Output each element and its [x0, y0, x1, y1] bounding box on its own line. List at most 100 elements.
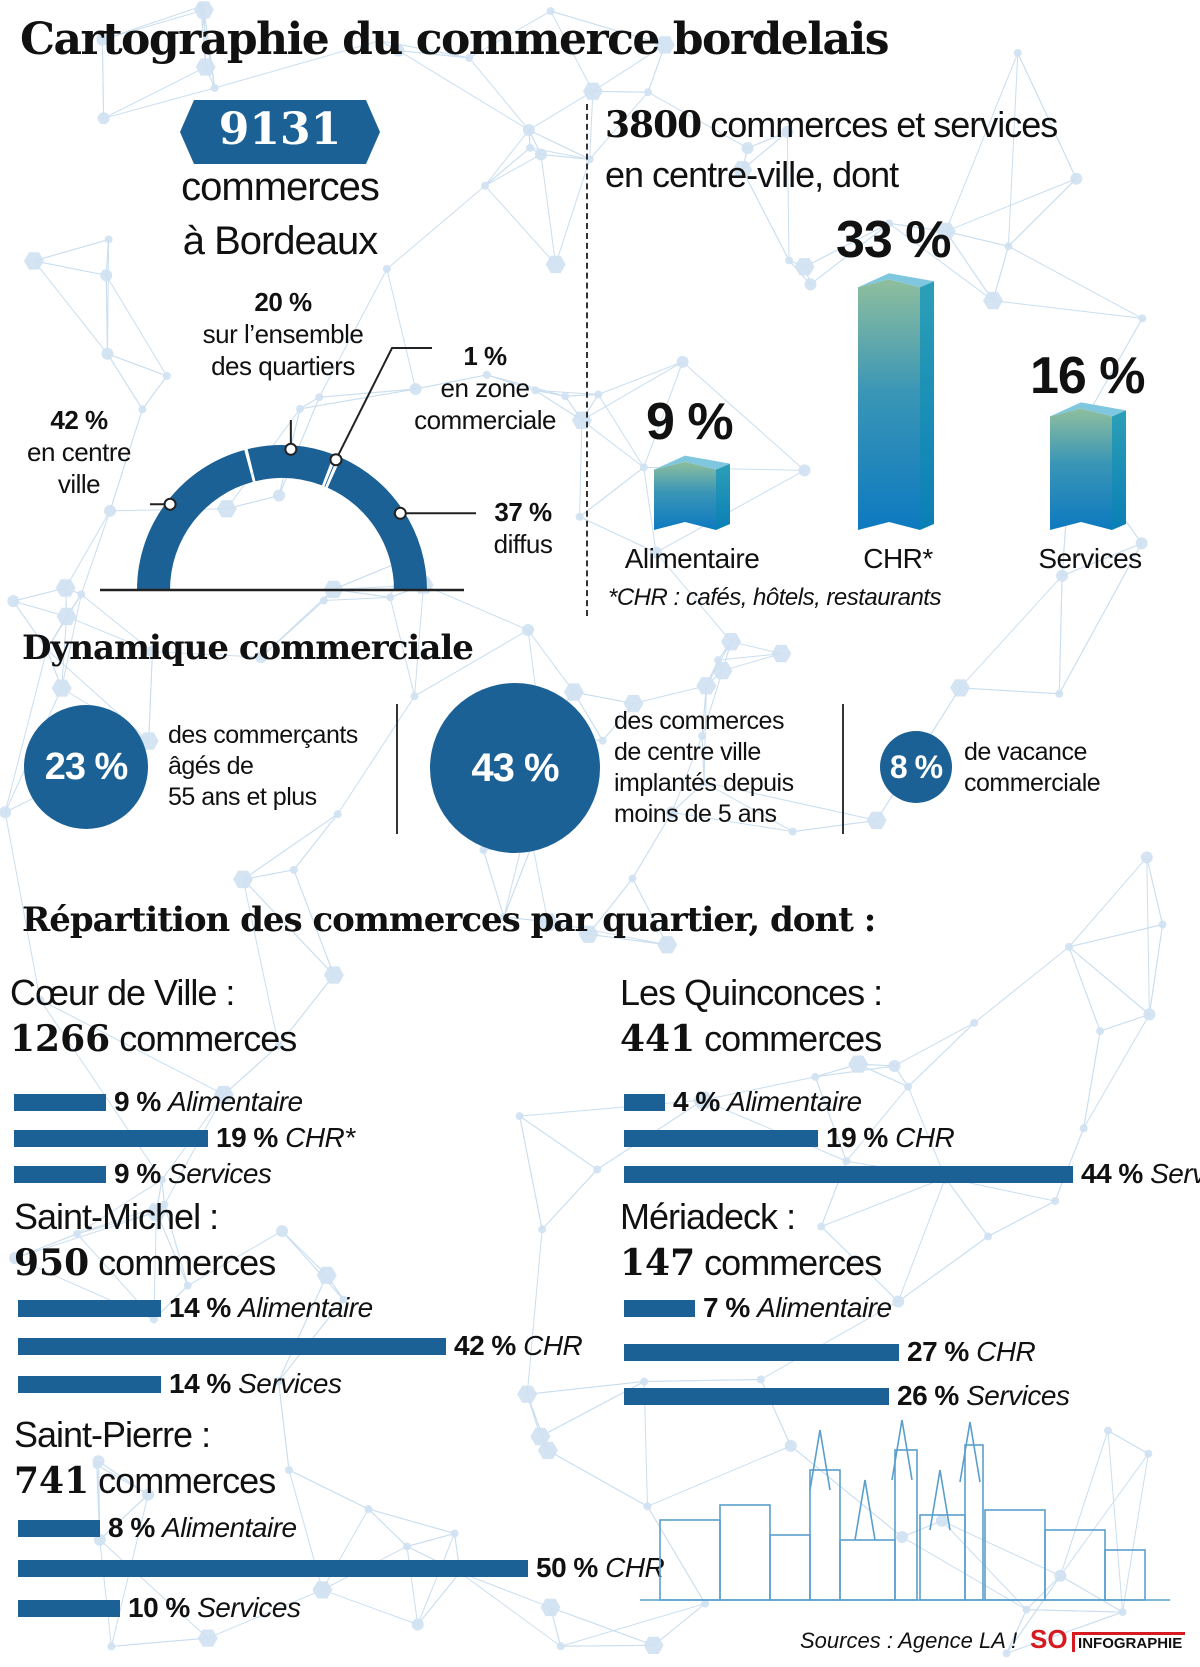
- network-node: [96, 33, 109, 46]
- network-line: [33, 260, 108, 355]
- network-line: [96, 1464, 149, 1496]
- network-node: [665, 806, 678, 819]
- network-line: [293, 813, 339, 871]
- network-line: [293, 869, 335, 976]
- bar-category: Services: [197, 1592, 301, 1623]
- stat-text-line: 55 ans et plus: [168, 783, 317, 811]
- network-line: [260, 600, 325, 658]
- network-line: [760, 1301, 899, 1380]
- donut-pct-diffus: 37 %: [494, 497, 552, 527]
- network-line: [671, 811, 793, 833]
- network-line: [528, 90, 594, 131]
- network-line: [821, 1177, 946, 1228]
- network-line: [655, 552, 732, 643]
- quartier-bar-chr: [624, 1130, 818, 1147]
- network-node: [522, 124, 535, 137]
- network-node: [1143, 1008, 1156, 1021]
- network-node: [210, 83, 219, 92]
- centre-ville-count: 3800: [605, 104, 702, 146]
- network-node: [561, 392, 570, 401]
- total-badge: 9131: [180, 100, 380, 164]
- network-line: [897, 1177, 946, 1302]
- bar-pct: 26 %: [897, 1380, 959, 1411]
- network-line: [581, 419, 645, 468]
- network-node: [896, 1530, 909, 1543]
- donut-label-line: commerciale: [414, 405, 556, 435]
- network-line: [1058, 575, 1063, 694]
- network-line: [99, 1494, 149, 1541]
- donut-leader-dot: [284, 442, 298, 456]
- network-node: [255, 651, 268, 664]
- network-line: [76, 1179, 163, 1235]
- quartier-bar-alimentaire: [18, 1300, 161, 1317]
- quartier-count-suffix: commerces: [119, 1018, 297, 1059]
- bar-category: Alimentaire: [168, 1086, 303, 1117]
- network-line: [214, 40, 380, 89]
- centre-ville-bar-chart: [654, 273, 1126, 530]
- network-line: [747, 131, 788, 149]
- quartier-count: 441: [620, 1018, 696, 1060]
- network-node: [146, 1203, 167, 1221]
- network-node: [1118, 1608, 1127, 1617]
- stat-text-8: de vacance commerciale: [964, 737, 1101, 799]
- stat-text-line: des commerces: [614, 707, 784, 735]
- skyline-building: [1044, 1529, 1106, 1601]
- stat-divider: [396, 704, 398, 834]
- network-line: [560, 1603, 706, 1647]
- network-line: [945, 52, 1019, 232]
- network-line: [786, 131, 790, 261]
- network-node: [51, 679, 72, 697]
- network-line: [281, 1230, 344, 1300]
- bar-category: CHR: [895, 1122, 955, 1153]
- quartier-bar-label: 44 % Services: [1081, 1158, 1200, 1190]
- network-line: [102, 6, 202, 41]
- network-line: [1026, 1575, 1061, 1610]
- network-node: [77, 590, 86, 599]
- bar-value-chr: 33 %: [836, 211, 952, 269]
- network-line: [417, 1533, 456, 1625]
- network-line: [33, 260, 107, 276]
- quartier-bar-label: 10 % Services: [128, 1592, 301, 1624]
- network-node: [482, 370, 491, 379]
- network-node: [700, 778, 709, 787]
- network-node: [885, 219, 894, 228]
- stat-circle-43: 43 %: [430, 683, 600, 853]
- network-node: [517, 1385, 538, 1403]
- network-node: [848, 1055, 869, 1073]
- quartier-bar-label: 19 % CHR: [826, 1122, 955, 1154]
- donut-chart: [100, 347, 476, 592]
- network-line: [299, 388, 416, 410]
- donut-label-quartiers: 20 % sur l’ensemble des quartiers: [178, 286, 388, 382]
- network-node: [296, 404, 305, 413]
- skyline-spire: [929, 1469, 951, 1531]
- network-node: [657, 936, 678, 954]
- network-line: [386, 268, 417, 390]
- network-line: [702, 1076, 816, 1101]
- network-node: [411, 1618, 424, 1631]
- network-line: [857, 1063, 909, 1088]
- network-line: [741, 169, 790, 261]
- network-node: [73, 1229, 82, 1238]
- bar-category: Alimentaire: [162, 1512, 297, 1543]
- network-line: [398, 50, 470, 59]
- centre-ville-heading: 3800 commerces et services en centre-vil…: [605, 100, 1190, 200]
- network-node: [386, 593, 395, 602]
- network-line: [1068, 946, 1150, 1015]
- network-line: [941, 1520, 1027, 1610]
- quartier-bar-label: 7 % Alimentaire: [703, 1292, 892, 1324]
- quartier-bar-label: 9 % Alimentaire: [114, 1086, 303, 1118]
- network-node: [101, 347, 114, 360]
- network-node: [811, 1072, 820, 1081]
- network-node: [546, 7, 555, 16]
- network-node: [892, 1295, 905, 1308]
- donut-segment-0: [137, 449, 253, 590]
- network-line: [484, 147, 531, 187]
- quartier-bar-chr: [14, 1130, 208, 1147]
- network-line: [945, 178, 1077, 232]
- quartier-name: Mériadeck :: [620, 1196, 796, 1237]
- network-line: [459, 1572, 561, 1647]
- network-line: [482, 849, 505, 918]
- network-line: [142, 375, 168, 410]
- quartier-bar-label: 14 % Alimentaire: [169, 1292, 373, 1324]
- network-node: [146, 645, 159, 658]
